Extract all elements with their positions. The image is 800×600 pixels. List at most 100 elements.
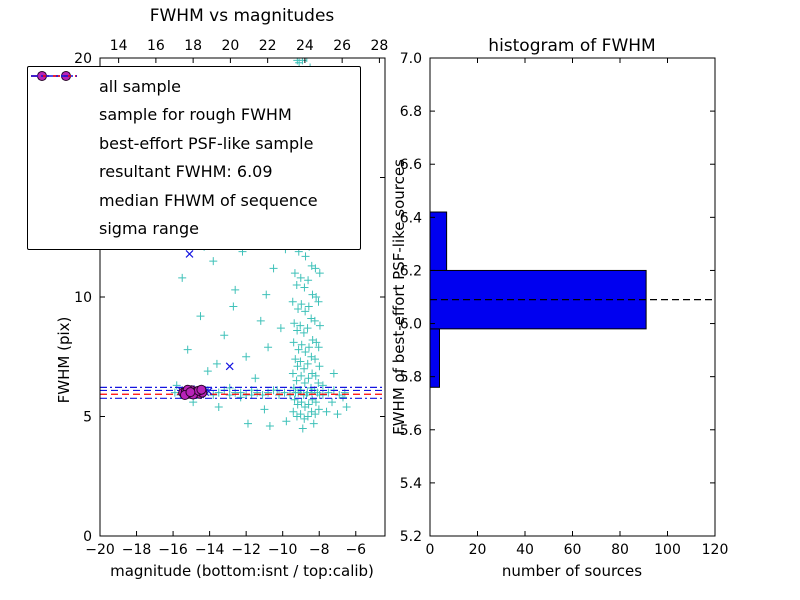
tick-label: 0 bbox=[83, 529, 92, 545]
tick-label: 100 bbox=[654, 542, 681, 558]
plus-marker bbox=[260, 405, 269, 414]
plus-marker bbox=[288, 297, 297, 306]
plus-marker bbox=[314, 379, 323, 388]
tick-label: 5.6 bbox=[400, 423, 422, 439]
plus-marker bbox=[290, 395, 299, 404]
tick-label: 6.8 bbox=[400, 104, 422, 120]
plus-marker bbox=[297, 340, 306, 349]
tick-label: 5 bbox=[83, 410, 92, 426]
plus-marker bbox=[196, 312, 205, 321]
tick-label: 0 bbox=[426, 542, 435, 558]
legend-item: sigma range bbox=[31, 75, 352, 242]
plus-marker bbox=[300, 283, 309, 292]
legend-box: all sample sample for rough FWHM best-effo… bbox=[27, 66, 361, 250]
legend-label: sample for rough FWHM bbox=[99, 105, 292, 125]
plus-marker bbox=[312, 293, 321, 301]
legend-marker-circle-icon bbox=[37, 71, 90, 153]
plus-marker bbox=[225, 390, 234, 399]
plus-marker bbox=[315, 321, 324, 330]
plus-marker bbox=[300, 364, 309, 373]
plus-marker bbox=[322, 407, 331, 416]
tick-label: −8 bbox=[309, 542, 330, 558]
plus-marker bbox=[304, 374, 313, 383]
tick-label: 22 bbox=[259, 38, 277, 54]
tick-label: 20 bbox=[74, 51, 92, 67]
plus-marker bbox=[280, 388, 289, 397]
plus-marker bbox=[209, 390, 218, 399]
plus-marker bbox=[231, 285, 240, 294]
circle-marker bbox=[196, 384, 207, 395]
plus-marker bbox=[335, 390, 344, 399]
tick-label: −6 bbox=[345, 542, 366, 558]
tick-label: 18 bbox=[184, 38, 202, 54]
plus-marker bbox=[293, 362, 302, 371]
tick-label: 24 bbox=[296, 38, 314, 54]
legend-label: best-effort PSF-like sample bbox=[99, 133, 314, 153]
tick-label: 6.2 bbox=[400, 263, 422, 279]
tick-label: 26 bbox=[333, 38, 351, 54]
plus-marker bbox=[242, 390, 251, 399]
tick-label: −20 bbox=[85, 542, 115, 558]
plus-marker bbox=[342, 402, 351, 411]
tick-label: 6.0 bbox=[400, 317, 422, 333]
plus-marker bbox=[293, 326, 302, 335]
plus-marker bbox=[311, 371, 320, 380]
tick-label: 5.8 bbox=[400, 370, 422, 386]
tick-label: 60 bbox=[564, 542, 582, 558]
plus-marker bbox=[291, 355, 300, 364]
tick-label: −18 bbox=[122, 542, 152, 558]
tick-label: −16 bbox=[158, 542, 188, 558]
tick-label: 7.0 bbox=[400, 51, 422, 67]
plus-marker bbox=[290, 269, 299, 278]
plus-marker bbox=[296, 357, 305, 366]
plus-marker bbox=[236, 388, 245, 397]
tick-label: 14 bbox=[110, 38, 128, 54]
plus-marker bbox=[304, 400, 313, 409]
plus-marker bbox=[304, 302, 313, 311]
tick-label: 120 bbox=[702, 542, 729, 558]
plus-marker bbox=[292, 281, 301, 290]
plus-marker bbox=[301, 307, 310, 316]
plus-marker bbox=[311, 410, 320, 419]
plus-marker bbox=[302, 58, 311, 62]
plus-marker bbox=[269, 264, 278, 273]
plus-marker bbox=[288, 369, 297, 378]
plus-marker bbox=[309, 419, 318, 428]
plus-marker bbox=[183, 345, 192, 354]
plus-marker bbox=[314, 343, 323, 352]
tick-label: 20 bbox=[221, 38, 239, 54]
plus-marker bbox=[318, 390, 327, 399]
plus-marker bbox=[311, 355, 320, 364]
plus-marker bbox=[178, 273, 187, 282]
plus-marker bbox=[262, 290, 271, 299]
left-plot-title: FWHM vs magnitudes bbox=[149, 6, 335, 26]
tick-label: 6.6 bbox=[400, 157, 422, 173]
plus-marker bbox=[314, 405, 323, 414]
hist-bar bbox=[429, 328, 440, 388]
legend-marker-x-icon bbox=[38, 72, 90, 124]
plus-marker bbox=[294, 304, 303, 313]
plus-marker bbox=[276, 324, 285, 333]
tick-label: −12 bbox=[231, 542, 261, 558]
right-plot-title: histogram of FWHM bbox=[488, 36, 656, 56]
tick-label: 80 bbox=[611, 542, 629, 558]
tick-label: 5.2 bbox=[400, 529, 422, 545]
plus-marker bbox=[328, 398, 337, 407]
plus-marker bbox=[313, 388, 322, 397]
plus-marker bbox=[311, 398, 320, 407]
left-plot-xlabel: magnitude (bottom:isnt / top:calib) bbox=[110, 562, 374, 580]
plus-marker bbox=[275, 390, 284, 399]
left-plot-ylabel: FWHM (pix) bbox=[55, 316, 73, 404]
plus-marker bbox=[282, 417, 291, 426]
plus-marker bbox=[242, 352, 251, 361]
x-marker bbox=[185, 250, 194, 258]
plus-marker bbox=[294, 345, 303, 354]
hist-bar bbox=[429, 269, 647, 330]
plus-marker bbox=[303, 359, 312, 368]
plus-marker bbox=[311, 264, 320, 273]
legend-label: median FHWM of sequence bbox=[99, 190, 318, 210]
plus-marker bbox=[301, 347, 310, 356]
tick-label: 6.4 bbox=[400, 210, 422, 226]
plus-marker bbox=[293, 58, 302, 65]
legend-label: sigma range bbox=[99, 218, 199, 238]
